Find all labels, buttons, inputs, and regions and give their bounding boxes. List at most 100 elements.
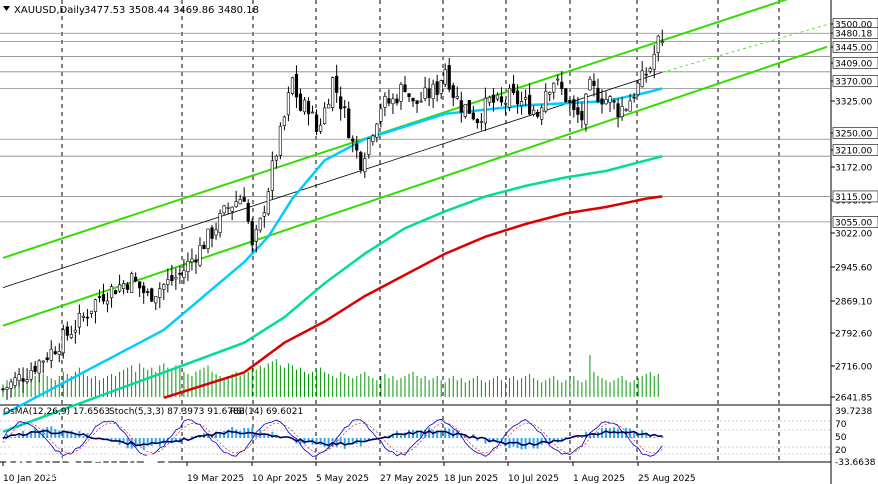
candle-body [359,151,363,170]
candle-body [206,228,210,249]
time-tick-label: 1 Aug 2025 [573,474,625,484]
indicator-axis-label: 20 [835,446,847,456]
candle-body [415,100,419,104]
candle-body [314,114,319,132]
price-tick-label: 3325.00 [835,98,872,108]
candle-body [628,100,632,112]
candle-body [41,360,45,363]
candle-body [419,100,423,103]
candle-body [363,157,367,173]
candle-body [383,96,387,108]
channel-lower-line [2,45,828,327]
candle-body [435,81,439,95]
triangle-down-icon[interactable] [3,6,10,11]
candle-body [576,107,580,115]
candle-body [640,70,644,88]
candle-body [519,101,524,107]
candle-body [17,374,21,382]
candle-body [242,197,246,202]
candle-body [89,310,94,314]
candle-body [53,351,57,355]
mid-trend-line [2,71,663,288]
candle-body [33,365,37,372]
candle-body [467,99,471,114]
price-tick-label: 3500.00 [835,21,872,31]
candle-body [447,65,451,90]
candle-body [515,90,520,105]
candle-body [318,124,323,132]
candle-body [93,299,98,312]
candle-body [109,286,114,299]
candle-body [556,78,560,81]
candle-body [612,100,616,103]
candle-body [146,291,150,293]
candle-body [226,207,230,209]
candle-body [154,296,158,304]
candle-body [371,135,375,143]
price-level-box [832,75,878,87]
candle-body [532,109,536,115]
candle-body [178,272,182,275]
candle-body [81,315,85,318]
candle-body [584,93,588,125]
candle-body [491,94,496,103]
chart-header: XAUUSD,Daily 3477.53 3508.44 3469.86 348… [3,5,259,16]
candle-body [29,370,33,380]
candle-body [142,285,146,294]
price-tick-label: 3115.00 [835,193,872,203]
candle-body [182,270,186,278]
candle-body [234,201,238,207]
candle-body [636,82,640,95]
candle-body [174,277,178,280]
moving-averages [2,87,663,433]
candle-body [528,94,532,115]
price-tick-label: 3370.00 [835,78,872,88]
candle-body [596,87,600,103]
candle-body [198,245,202,266]
candle-body [616,103,620,118]
candle-body [97,296,102,298]
candle-body [580,110,584,121]
candle-body [648,68,652,72]
candle-body [479,121,483,123]
candle-body [250,220,254,246]
candle-body [117,284,122,292]
candle-body [210,227,214,239]
candle-body [194,259,198,263]
candle-body [85,316,90,319]
candle-body [548,92,552,95]
candle-body [379,108,383,122]
price-tick-label: 3480.18 [835,30,872,40]
candle-body [475,118,479,124]
time-tick-label: 25 Aug 2025 [638,474,696,484]
candle-body [77,313,81,328]
stoch-label: Stoch(5,3,3) 87.3973 91.6788 [109,407,245,417]
candle-body [150,288,154,302]
candle-body [101,294,106,302]
price-level-box [832,144,878,156]
candle-body [9,381,13,389]
price-tick-label: 2869.10 [835,298,872,308]
candle-body [632,96,636,99]
candle-body [511,83,516,93]
candle-body [5,387,9,390]
candle-body [423,87,427,99]
candle-body [560,81,564,89]
candle-body [588,78,592,91]
candle-body [343,106,347,109]
candle-body [544,91,548,112]
candle-body [270,160,274,191]
candle-body [411,97,415,102]
ema-slow-line [163,195,663,399]
instaforex-logo-icon [6,444,36,474]
time-axis: 10 Jan 2025 19 Mar 2025 10 Apr 2025 5 May 2… [2,462,696,484]
volume-histogram [2,355,659,397]
price-tick-label: 2716.00 [835,363,872,373]
ema-mid-line [2,154,663,433]
candle-body [49,348,53,361]
time-tick-label: 19 Mar 2025 [187,474,244,484]
candle-body [65,326,69,336]
price-tick-label: 3250.00 [835,130,872,140]
candle-body [403,84,407,92]
